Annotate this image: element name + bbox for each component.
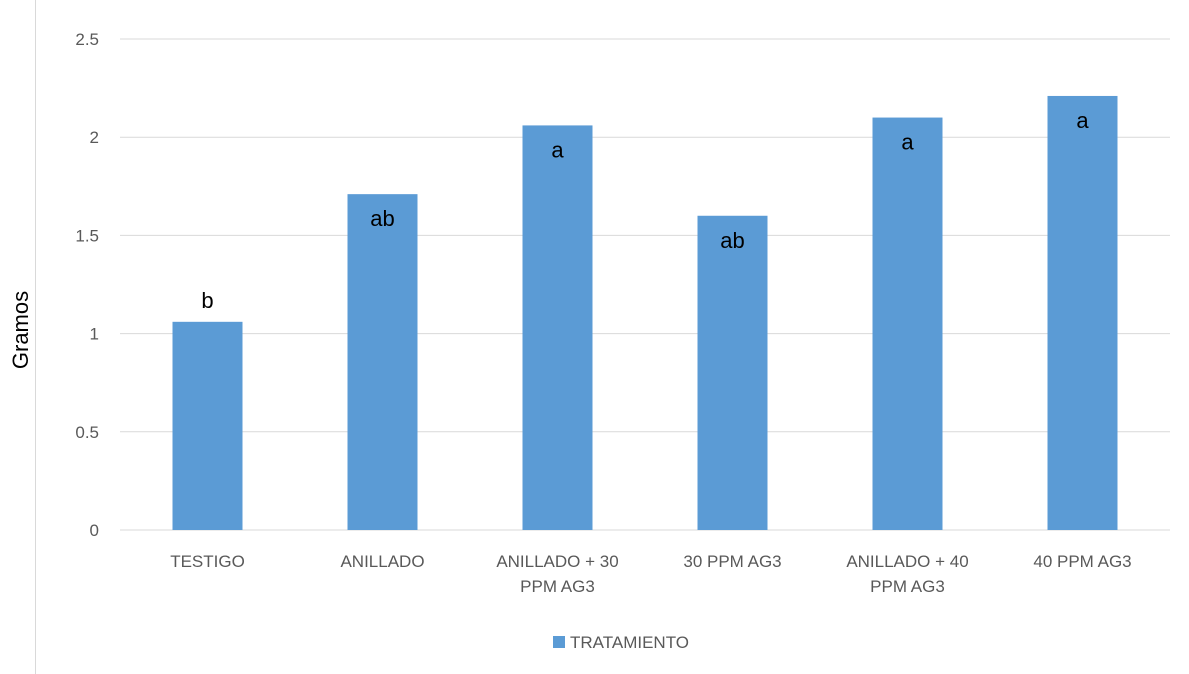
bar-letter-label: a — [901, 130, 914, 155]
y-tick-label: 1 — [90, 325, 99, 344]
y-tick-label: 0 — [90, 521, 99, 540]
bar — [172, 321, 243, 530]
legend-label: TRATAMIENTO — [570, 633, 689, 652]
bars — [172, 95, 1118, 531]
x-category-label: 30 PPM AG3 — [683, 552, 781, 571]
chart-frame-border — [35, 0, 36, 674]
bar-letter-label: a — [1076, 108, 1089, 133]
x-category-label: ANILLADO + 30 PPM AG3 — [496, 552, 618, 596]
bar — [1047, 95, 1118, 531]
legend-swatch — [553, 636, 565, 648]
bar-letter-labels: b ab a ab a a — [201, 108, 1089, 313]
gridlines — [120, 38, 1170, 531]
y-tick-label: 0.5 — [75, 423, 99, 442]
bar-letter-label: ab — [370, 206, 394, 231]
x-category-label: ANILLADO + 40 PPM AG3 — [846, 552, 968, 596]
bar-letter-label: b — [201, 288, 213, 313]
legend: TRATAMIENTO — [553, 633, 689, 652]
x-category-label: TESTIGO — [170, 552, 245, 571]
bar — [697, 215, 768, 530]
bar — [872, 117, 943, 530]
y-axis-ticks: 0 0.5 1 1.5 2 2.5 — [75, 30, 99, 540]
y-tick-label: 2 — [90, 128, 99, 147]
x-category-label: 40 PPM AG3 — [1033, 552, 1131, 571]
y-tick-label: 1.5 — [75, 226, 99, 245]
x-axis-category-labels: TESTIGO ANILLADO ANILLADO + 30 PPM AG3 30 PP… — [170, 552, 1131, 596]
y-axis-label: Gramos — [8, 291, 33, 369]
bar — [522, 125, 593, 530]
y-tick-label: 2.5 — [75, 30, 99, 49]
x-category-label: ANILLADO — [340, 552, 424, 571]
bar-letter-label: ab — [720, 228, 744, 253]
bar — [347, 194, 418, 530]
bar-letter-label: a — [551, 137, 564, 162]
